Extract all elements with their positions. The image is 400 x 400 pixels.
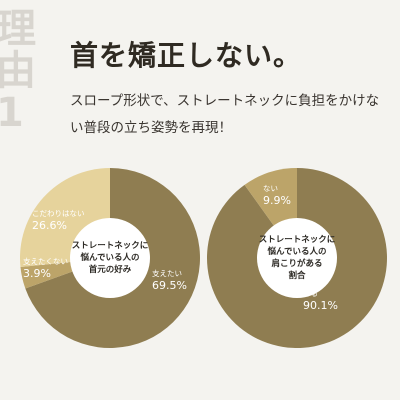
slice-label-no-support: 支えたくない 3.9% [23, 256, 68, 280]
center-label-line-4: 割合 [288, 271, 306, 281]
reason-side-label: 理 由 1 [0, 8, 40, 134]
center-label-line-3: 肩こりがある [271, 259, 323, 269]
slice-name: 支えたくない [23, 257, 68, 266]
slice-name: こだわりはない [32, 209, 85, 218]
slice-name: ある [303, 289, 318, 298]
slice-name: 支えたい [152, 269, 182, 278]
center-label-line-3: 首元の好み [88, 265, 132, 275]
neck-preference-donut-svg [19, 168, 200, 348]
slice-name: ない [263, 184, 278, 193]
donut-center-circle [257, 218, 337, 298]
headline: 首を矯正しない。 [70, 39, 303, 72]
slice-value: 3.9% [23, 267, 51, 280]
neck-preference-donut-chart: ストレートネックに 悩んでいる人の 首元の好み 支えたい 69.5% 支えたくな… [19, 168, 200, 348]
center-label-line-1: ストレートネックに [258, 235, 336, 245]
center-label-line-2: 悩んでいる人の [80, 253, 140, 263]
shoulder-stiffness-donut-svg [207, 168, 387, 348]
slice-value: 69.5% [152, 279, 187, 292]
slice-label-no-preference: こだわりはない 26.6% [32, 208, 85, 232]
center-label: ストレートネックに 悩んでいる人の 肩こりがある 割合 [249, 234, 345, 282]
slice-label-yes: ある 90.1% [303, 288, 338, 312]
side-label-char-2: 由 [0, 48, 36, 94]
slice-value: 26.6% [32, 219, 67, 232]
side-label-char-1: 理 [0, 6, 36, 52]
description: スロープ形状で、ストレートネックに負担をかけない普段の立ち姿勢を再現！ [70, 93, 380, 136]
slice-label-no: ない 9.9% [263, 183, 291, 207]
donut-center-circle [70, 218, 150, 298]
shoulder-stiffness-donut-chart: ストレートネックに 悩んでいる人の 肩こりがある 割合 ある 90.1% ない … [207, 168, 387, 348]
slice-value: 9.9% [263, 194, 291, 207]
slice-value: 90.1% [303, 299, 338, 312]
center-label-line-2: 悩んでいる人の [267, 247, 327, 257]
center-label-line-1: ストレートネックに [71, 241, 149, 251]
side-label-char-3: 1 [0, 90, 24, 136]
slice-label-support: 支えたい 69.5% [152, 268, 187, 292]
center-label: ストレートネックに 悩んでいる人の 首元の好み [62, 240, 158, 276]
